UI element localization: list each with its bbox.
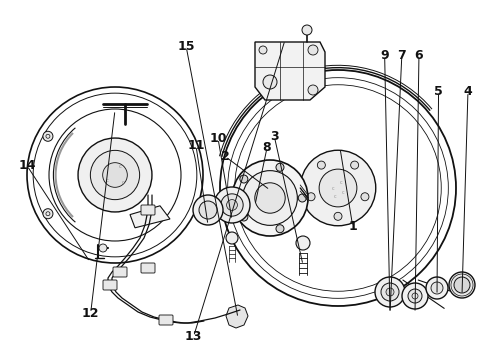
Circle shape [226,232,238,244]
Circle shape [318,161,325,169]
Text: c: c [340,180,343,184]
FancyBboxPatch shape [103,280,117,290]
Circle shape [351,161,359,169]
Text: c: c [122,180,124,185]
Circle shape [193,195,223,225]
Polygon shape [255,42,325,100]
Circle shape [431,282,443,294]
Text: 9: 9 [380,49,389,62]
Text: 2: 2 [221,150,230,163]
Text: 10: 10 [209,132,227,145]
Text: 13: 13 [185,330,202,343]
Circle shape [103,163,127,187]
Circle shape [99,244,107,252]
Circle shape [240,213,248,221]
FancyBboxPatch shape [141,205,155,215]
Circle shape [221,194,243,216]
Circle shape [263,75,277,89]
Circle shape [240,175,248,183]
Circle shape [298,194,306,202]
Circle shape [27,87,203,263]
Circle shape [334,212,342,220]
Circle shape [408,289,422,303]
Circle shape [232,160,308,236]
Polygon shape [130,206,170,228]
Circle shape [259,46,267,54]
Polygon shape [226,305,248,328]
Circle shape [302,25,312,35]
Circle shape [386,288,394,296]
Circle shape [255,183,285,213]
Circle shape [78,138,152,212]
FancyBboxPatch shape [141,263,155,273]
FancyBboxPatch shape [159,315,173,325]
Circle shape [454,277,470,293]
Circle shape [319,169,357,207]
Circle shape [361,193,369,201]
Circle shape [375,277,405,307]
Circle shape [402,283,428,309]
Text: c: c [334,194,336,198]
Circle shape [199,201,217,219]
Text: c: c [105,177,108,183]
Text: c: c [342,190,344,195]
Text: 8: 8 [263,141,271,154]
Circle shape [449,272,475,298]
Text: 4: 4 [464,85,472,98]
Circle shape [43,131,53,141]
FancyBboxPatch shape [113,267,127,277]
Text: 14: 14 [18,159,36,172]
Circle shape [296,236,310,250]
Text: 1: 1 [348,220,357,233]
Circle shape [90,150,140,200]
Circle shape [308,45,318,55]
Text: c: c [332,185,334,190]
Text: c: c [119,165,122,170]
Circle shape [381,283,399,301]
Circle shape [307,193,315,201]
Text: 11: 11 [187,139,205,152]
Text: 6: 6 [415,49,423,62]
Text: 15: 15 [177,40,195,53]
Circle shape [308,85,318,95]
Text: 3: 3 [270,130,279,143]
Circle shape [276,225,284,233]
Circle shape [226,199,237,210]
Text: 5: 5 [434,85,443,98]
Text: 12: 12 [82,307,99,320]
Circle shape [220,70,456,306]
Circle shape [276,163,284,171]
Text: 7: 7 [397,49,406,62]
Circle shape [43,209,53,219]
Circle shape [426,277,448,299]
Circle shape [300,150,376,226]
Circle shape [214,187,250,223]
Circle shape [243,171,297,225]
